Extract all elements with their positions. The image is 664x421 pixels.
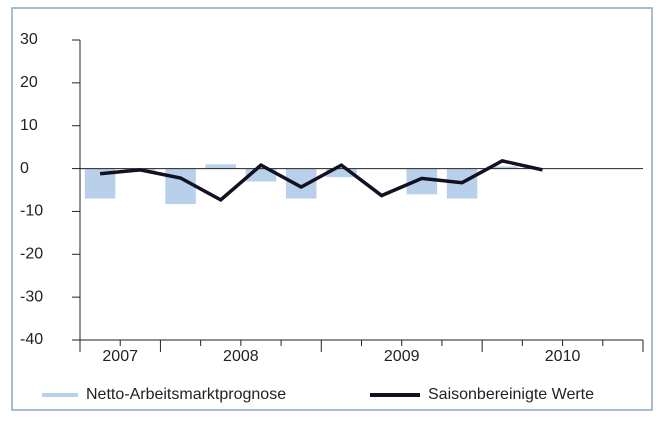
y-tick-label: 30 <box>20 31 38 48</box>
bar <box>165 168 196 205</box>
bar <box>205 164 237 169</box>
line <box>99 159 543 202</box>
legend-label: Netto-Arbeitsmarktprognose <box>86 386 286 403</box>
y-tick-label: -10 <box>20 203 43 220</box>
bar <box>326 168 357 178</box>
bar <box>285 168 317 199</box>
y-tick-label: 0 <box>20 160 29 177</box>
x-tick-label: 2009 <box>384 348 420 365</box>
frame <box>11 7 653 411</box>
x-tick-label: 2007 <box>102 348 138 365</box>
x-tick-label: 2010 <box>545 348 581 365</box>
y-tick-label: -20 <box>20 246 43 263</box>
y-tick-label: 10 <box>20 117 38 134</box>
bar <box>486 166 518 169</box>
y-tick-label: -30 <box>20 288 43 305</box>
y-tick-label: -40 <box>20 331 43 348</box>
legend-label: Saisonbereinigte Werte <box>428 386 594 403</box>
x-tick-label: 2008 <box>223 348 259 365</box>
y-tick-label: 20 <box>20 74 38 91</box>
